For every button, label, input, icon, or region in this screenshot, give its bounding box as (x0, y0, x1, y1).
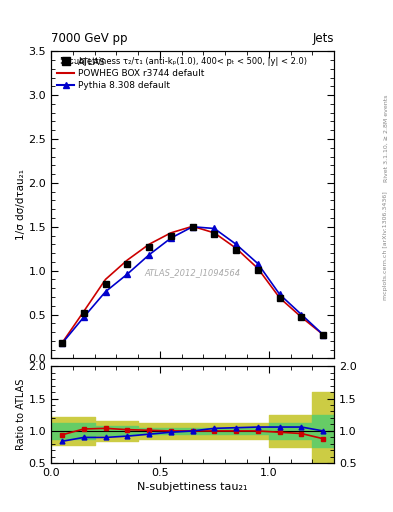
Legend: ATLAS, POWHEG BOX r3744 default, Pythia 8.308 default: ATLAS, POWHEG BOX r3744 default, Pythia … (55, 56, 206, 92)
Y-axis label: Ratio to ATLAS: Ratio to ATLAS (16, 379, 26, 451)
Text: ATLAS_2012_I1094564: ATLAS_2012_I1094564 (145, 268, 241, 277)
Text: 7000 GeV pp: 7000 GeV pp (51, 32, 128, 45)
X-axis label: N-subjettiness tau₂₁: N-subjettiness tau₂₁ (137, 482, 248, 493)
Text: Jets: Jets (312, 32, 334, 45)
Text: N-subjettiness τ₂/τ₁ (anti-kₚ(1.0), 400< pₜ < 500, |y| < 2.0): N-subjettiness τ₂/τ₁ (anti-kₚ(1.0), 400<… (60, 57, 307, 67)
Y-axis label: 1/σ dσ/dτau₂₁: 1/σ dσ/dτau₂₁ (16, 169, 26, 240)
Text: mcplots.cern.ch [arXiv:1306.3436]: mcplots.cern.ch [arXiv:1306.3436] (383, 191, 388, 300)
Text: Rivet 3.1.10, ≥ 2.8M events: Rivet 3.1.10, ≥ 2.8M events (383, 95, 388, 182)
